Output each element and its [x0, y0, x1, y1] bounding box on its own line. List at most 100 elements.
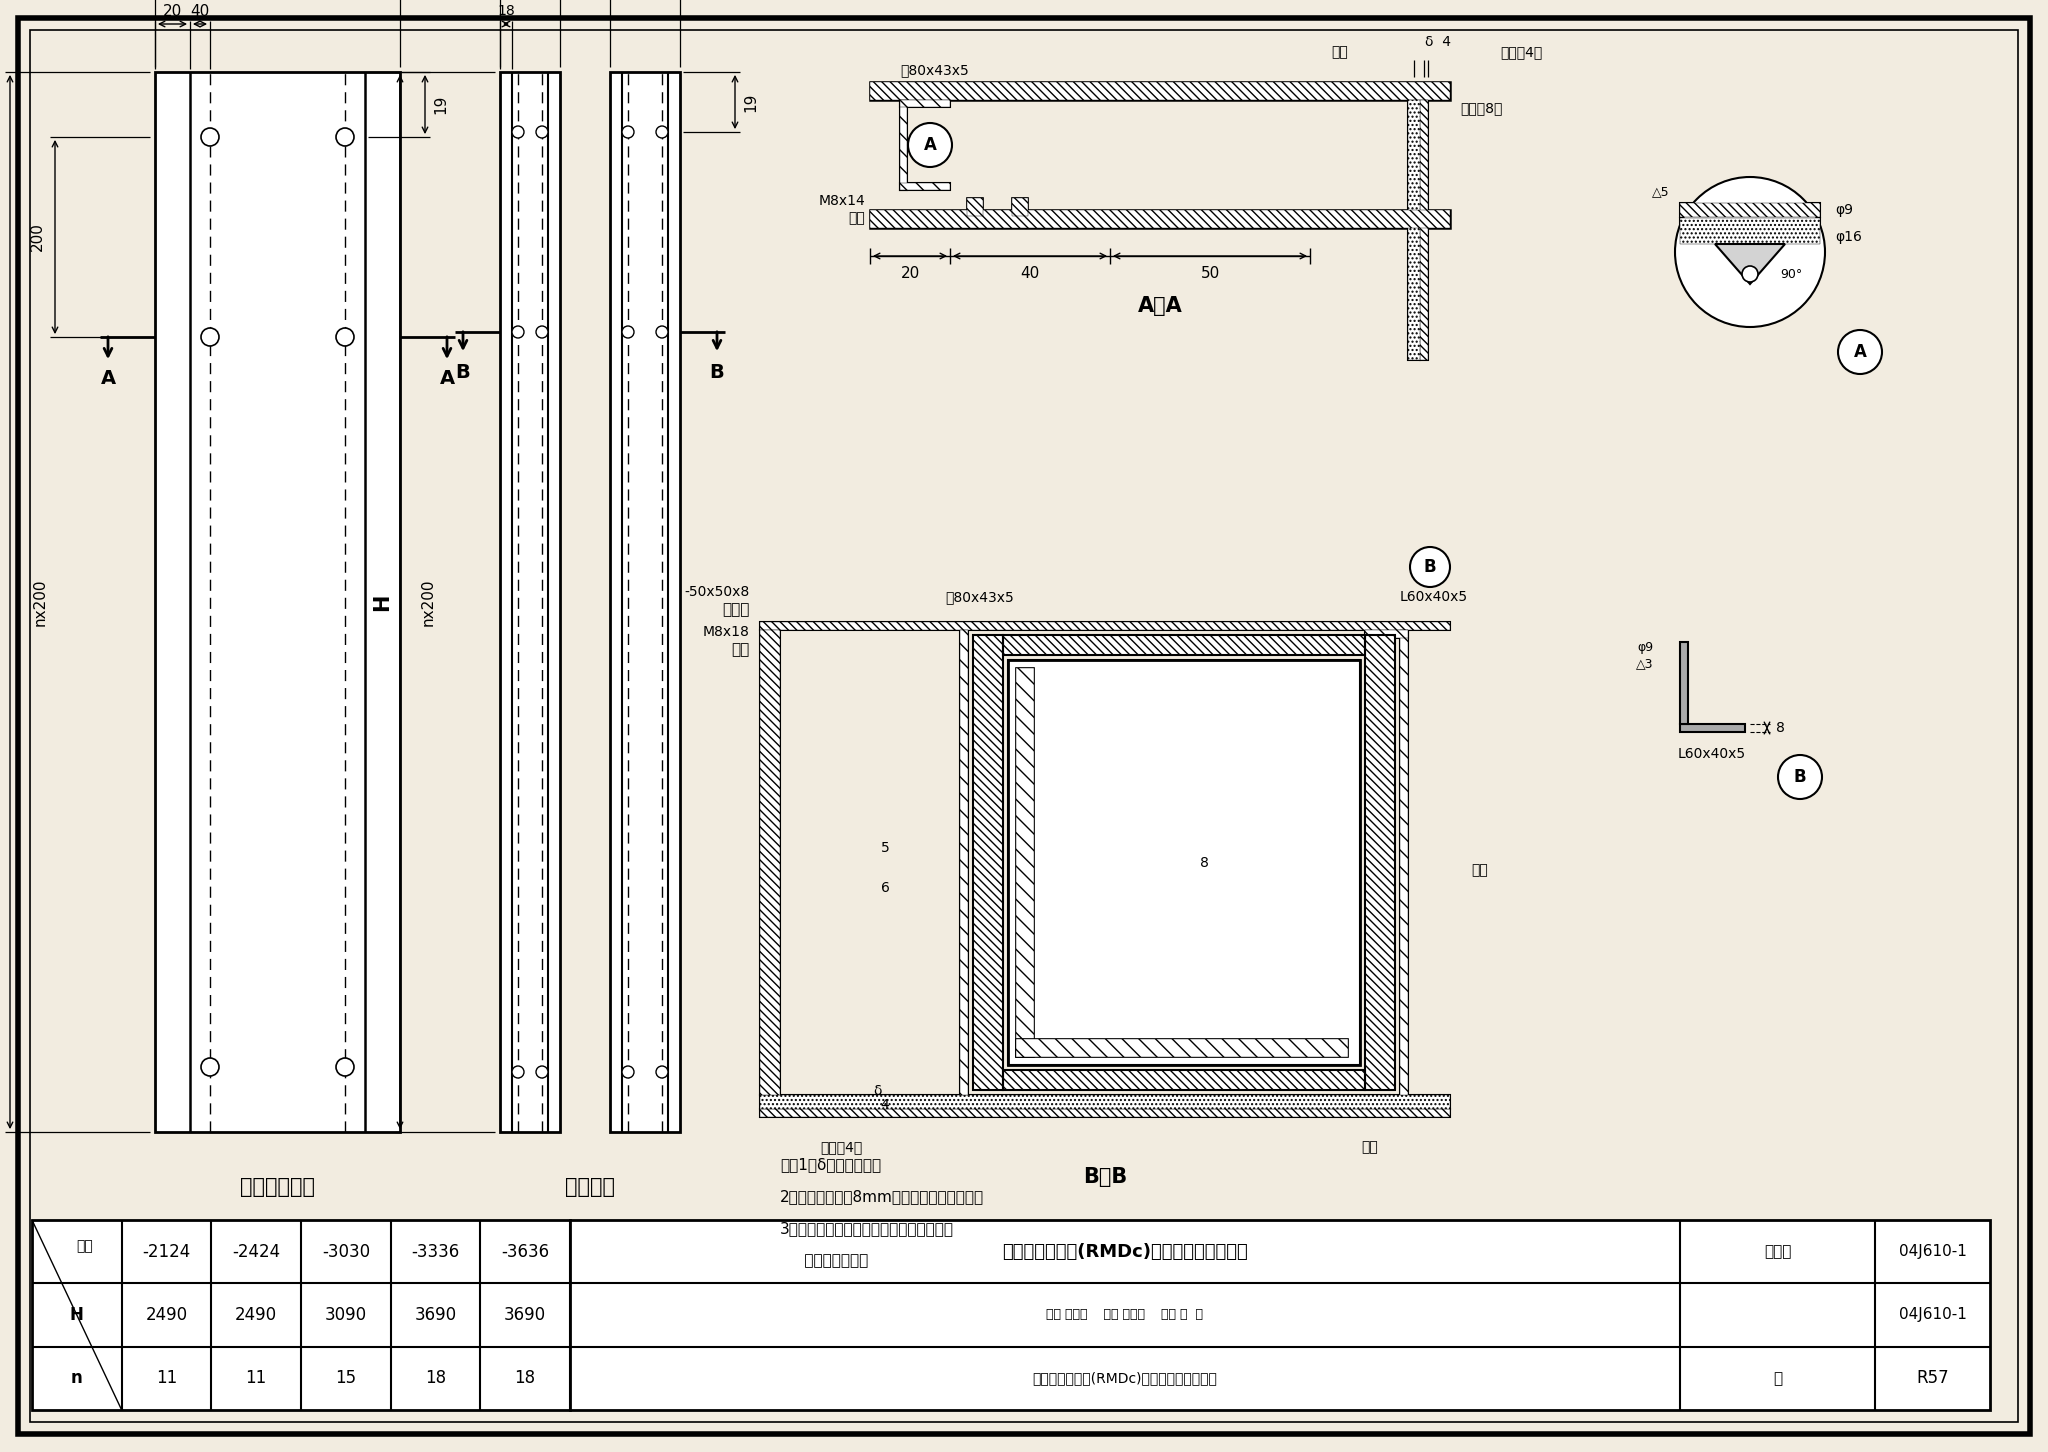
Bar	[1679, 218, 1821, 244]
Text: 90°: 90°	[1780, 267, 1802, 280]
Text: 5: 5	[881, 841, 889, 855]
Text: 盖缝板8厚: 盖缝板8厚	[1460, 102, 1503, 115]
Text: 铅板: 铅板	[1331, 45, 1348, 60]
Text: Ｃ80x43x5: Ｃ80x43x5	[899, 62, 969, 77]
Text: 3690: 3690	[504, 1305, 547, 1324]
Bar	[1679, 203, 1821, 216]
Bar	[961, 630, 969, 1095]
Text: A－A: A－A	[1137, 296, 1182, 317]
Text: -3336: -3336	[412, 1243, 459, 1260]
Bar	[760, 630, 780, 1095]
Bar	[899, 100, 950, 107]
Bar	[1401, 630, 1409, 1095]
Circle shape	[655, 1066, 668, 1077]
Text: 40: 40	[1020, 267, 1040, 282]
Bar	[1679, 218, 1821, 244]
Text: -2424: -2424	[231, 1243, 281, 1260]
Text: A: A	[440, 369, 455, 389]
Circle shape	[201, 1059, 219, 1076]
Bar	[1409, 100, 1419, 360]
Text: n: n	[72, 1369, 82, 1387]
Text: nx200: nx200	[420, 578, 436, 626]
Text: M8x18: M8x18	[702, 624, 750, 639]
Bar	[870, 211, 1450, 228]
Circle shape	[336, 1059, 354, 1076]
Bar	[760, 1109, 1450, 1117]
Bar	[760, 1095, 1450, 1109]
Text: 40: 40	[190, 3, 209, 19]
Text: 3、侧盖缝板每樘门共做两件，按相反钻孔: 3、侧盖缝板每樘门共做两件，按相反钻孔	[780, 1221, 954, 1236]
Text: 2、铅板厚度大于8mm时应在角钢两面胶接。: 2、铅板厚度大于8mm时应在角钢两面胶接。	[780, 1189, 985, 1204]
Circle shape	[1409, 547, 1450, 587]
Text: M8x14: M8x14	[819, 195, 864, 208]
Text: 18: 18	[424, 1369, 446, 1387]
Bar	[1004, 1070, 1366, 1090]
Polygon shape	[1714, 244, 1786, 285]
Text: -3030: -3030	[322, 1243, 371, 1260]
Bar	[1008, 661, 1360, 1064]
Bar	[156, 73, 399, 1133]
Text: 18: 18	[514, 1369, 537, 1387]
Bar	[967, 197, 983, 216]
Circle shape	[537, 1066, 549, 1077]
Bar	[1012, 197, 1028, 216]
Text: 图集号: 图集号	[1763, 1244, 1792, 1259]
Text: φ16: φ16	[1835, 229, 1862, 244]
Text: 50: 50	[1200, 267, 1221, 282]
Bar	[1679, 725, 1745, 732]
Bar	[1366, 635, 1395, 1090]
Circle shape	[1743, 266, 1757, 282]
Text: 钢衬板4厚: 钢衬板4厚	[1499, 45, 1542, 60]
Circle shape	[1675, 177, 1825, 327]
Text: 注：1、δ为铅板厚度。: 注：1、δ为铅板厚度。	[780, 1157, 881, 1172]
Circle shape	[1778, 755, 1823, 799]
Text: 钢质电动推拉门(RMDc)侧盖缝板及门槛详图: 钢质电动推拉门(RMDc)侧盖缝板及门槛详图	[1032, 1371, 1217, 1385]
Text: 18: 18	[498, 4, 514, 17]
Text: B: B	[709, 363, 725, 382]
Circle shape	[623, 327, 635, 338]
Text: 6: 6	[881, 881, 889, 894]
Text: B: B	[1423, 558, 1436, 576]
Text: -50x50x8: -50x50x8	[684, 585, 750, 600]
Text: 20: 20	[164, 3, 182, 19]
Text: φ9: φ9	[1636, 640, 1653, 653]
Text: Ｃ80x43x5: Ｃ80x43x5	[946, 590, 1014, 604]
Bar	[1016, 668, 1034, 1057]
Text: △3: △3	[1636, 658, 1653, 671]
Circle shape	[537, 126, 549, 138]
Text: 11: 11	[246, 1369, 266, 1387]
Text: 方向各做一件。: 方向各做一件。	[780, 1253, 868, 1268]
Text: 门槛立面: 门槛立面	[565, 1178, 614, 1196]
Text: R57: R57	[1917, 1369, 1950, 1387]
Text: 侧盖缝板立面: 侧盖缝板立面	[240, 1178, 315, 1196]
Text: A: A	[924, 136, 936, 154]
Bar	[1012, 197, 1028, 216]
Bar	[1419, 100, 1427, 360]
Text: 8: 8	[1200, 857, 1208, 870]
Bar	[1004, 635, 1366, 655]
Text: δ: δ	[874, 1085, 883, 1098]
Text: 门型: 门型	[76, 1240, 94, 1253]
Text: B: B	[455, 363, 471, 382]
Bar	[1016, 1040, 1348, 1057]
Bar	[1366, 635, 1395, 1090]
Text: B－B: B－B	[1083, 1167, 1126, 1186]
Text: φ9: φ9	[1835, 203, 1853, 216]
Circle shape	[623, 126, 635, 138]
Bar	[967, 197, 983, 216]
Text: 2490: 2490	[236, 1305, 276, 1324]
Bar	[973, 635, 1004, 1090]
Text: 页: 页	[1774, 1371, 1782, 1385]
Circle shape	[201, 128, 219, 147]
Bar	[899, 183, 950, 190]
Bar	[500, 73, 559, 1133]
Text: -3636: -3636	[502, 1243, 549, 1260]
Bar	[899, 100, 907, 190]
Circle shape	[907, 123, 952, 167]
Bar	[760, 630, 780, 1095]
Text: 螺钉: 螺钉	[731, 642, 750, 658]
Circle shape	[655, 327, 668, 338]
Bar	[870, 211, 1450, 228]
Text: 钢垫板: 钢垫板	[723, 603, 750, 617]
Text: 4: 4	[881, 1098, 889, 1112]
